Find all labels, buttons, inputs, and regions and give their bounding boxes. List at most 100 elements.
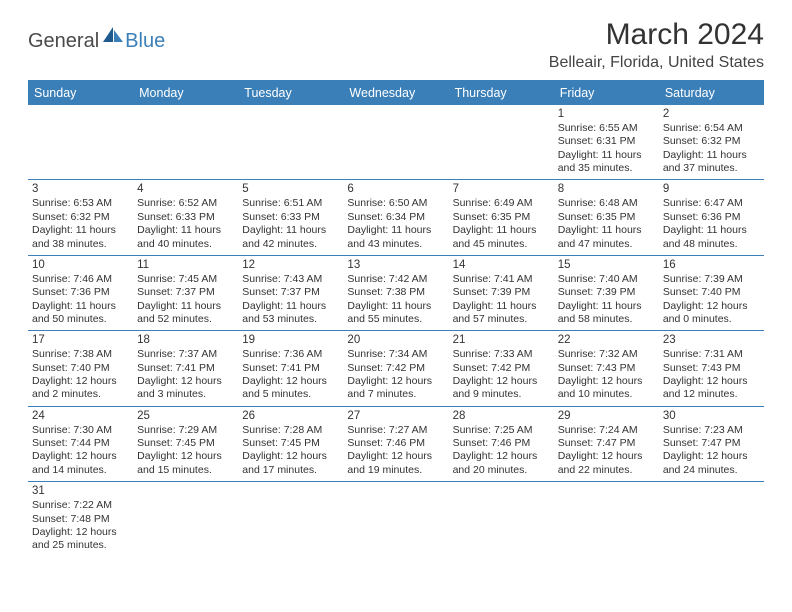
daylight-text: Daylight: 11 hours and 50 minutes. <box>32 300 129 327</box>
day-number: 29 <box>558 409 655 424</box>
calendar-day-cell: 21Sunrise: 7:33 AMSunset: 7:42 PMDayligh… <box>449 331 554 405</box>
daylight-text: Daylight: 12 hours and 14 minutes. <box>32 450 129 477</box>
calendar-day-cell: 6Sunrise: 6:50 AMSunset: 6:34 PMDaylight… <box>343 180 448 254</box>
sunrise-text: Sunrise: 6:49 AM <box>453 197 550 210</box>
sunset-text: Sunset: 6:33 PM <box>137 211 234 224</box>
day-number: 12 <box>242 258 339 273</box>
sunset-text: Sunset: 6:36 PM <box>663 211 760 224</box>
calendar-day-cell: 4Sunrise: 6:52 AMSunset: 6:33 PMDaylight… <box>133 180 238 254</box>
calendar-day-header: Wednesday <box>343 82 448 105</box>
sunset-text: Sunset: 7:46 PM <box>453 437 550 450</box>
day-number: 16 <box>663 258 760 273</box>
sunrise-text: Sunrise: 7:27 AM <box>347 424 444 437</box>
sunset-text: Sunset: 6:31 PM <box>558 135 655 148</box>
calendar-day-header: Friday <box>554 82 659 105</box>
daylight-text: Daylight: 11 hours and 53 minutes. <box>242 300 339 327</box>
daylight-text: Daylight: 12 hours and 22 minutes. <box>558 450 655 477</box>
sunset-text: Sunset: 7:38 PM <box>347 286 444 299</box>
sunset-text: Sunset: 7:45 PM <box>242 437 339 450</box>
calendar-day-cell: 23Sunrise: 7:31 AMSunset: 7:43 PMDayligh… <box>659 331 764 405</box>
sunrise-text: Sunrise: 7:41 AM <box>453 273 550 286</box>
sunrise-text: Sunrise: 7:39 AM <box>663 273 760 286</box>
sunset-text: Sunset: 7:36 PM <box>32 286 129 299</box>
sunrise-text: Sunrise: 6:55 AM <box>558 122 655 135</box>
daylight-text: Daylight: 12 hours and 19 minutes. <box>347 450 444 477</box>
sunrise-text: Sunrise: 7:29 AM <box>137 424 234 437</box>
calendar-body: 1Sunrise: 6:55 AMSunset: 6:31 PMDaylight… <box>28 105 764 557</box>
calendar-day-cell: 24Sunrise: 7:30 AMSunset: 7:44 PMDayligh… <box>28 407 133 481</box>
sunset-text: Sunset: 7:46 PM <box>347 437 444 450</box>
calendar-week-row: 3Sunrise: 6:53 AMSunset: 6:32 PMDaylight… <box>28 180 764 255</box>
calendar-day-cell: 14Sunrise: 7:41 AMSunset: 7:39 PMDayligh… <box>449 256 554 330</box>
sunrise-text: Sunrise: 7:34 AM <box>347 348 444 361</box>
sunrise-text: Sunrise: 6:53 AM <box>32 197 129 210</box>
title-block: March 2024 Belleair, Florida, United Sta… <box>549 18 764 72</box>
daylight-text: Daylight: 11 hours and 38 minutes. <box>32 224 129 251</box>
daylight-text: Daylight: 12 hours and 0 minutes. <box>663 300 760 327</box>
sunrise-text: Sunrise: 7:23 AM <box>663 424 760 437</box>
daylight-text: Daylight: 11 hours and 37 minutes. <box>663 149 760 176</box>
calendar-day-cell: 2Sunrise: 6:54 AMSunset: 6:32 PMDaylight… <box>659 105 764 179</box>
daylight-text: Daylight: 12 hours and 12 minutes. <box>663 375 760 402</box>
brand-logo: General Blue <box>28 18 165 53</box>
daylight-text: Daylight: 11 hours and 55 minutes. <box>347 300 444 327</box>
daylight-text: Daylight: 12 hours and 10 minutes. <box>558 375 655 402</box>
sunrise-text: Sunrise: 7:45 AM <box>137 273 234 286</box>
day-number: 21 <box>453 333 550 348</box>
calendar-day-cell <box>238 482 343 556</box>
day-number: 4 <box>137 182 234 197</box>
sunset-text: Sunset: 7:41 PM <box>137 362 234 375</box>
sunrise-text: Sunrise: 6:47 AM <box>663 197 760 210</box>
daylight-text: Daylight: 12 hours and 17 minutes. <box>242 450 339 477</box>
calendar-day-header: Tuesday <box>238 82 343 105</box>
sunrise-text: Sunrise: 7:43 AM <box>242 273 339 286</box>
daylight-text: Daylight: 11 hours and 43 minutes. <box>347 224 444 251</box>
calendar-day-cell <box>343 105 448 179</box>
sunrise-text: Sunrise: 6:48 AM <box>558 197 655 210</box>
day-number: 2 <box>663 107 760 122</box>
calendar-day-cell <box>449 105 554 179</box>
day-number: 6 <box>347 182 444 197</box>
sunset-text: Sunset: 7:42 PM <box>453 362 550 375</box>
calendar-day-cell: 9Sunrise: 6:47 AMSunset: 6:36 PMDaylight… <box>659 180 764 254</box>
sunset-text: Sunset: 6:33 PM <box>242 211 339 224</box>
day-number: 8 <box>558 182 655 197</box>
sunset-text: Sunset: 6:32 PM <box>32 211 129 224</box>
day-number: 27 <box>347 409 444 424</box>
sunrise-text: Sunrise: 6:54 AM <box>663 122 760 135</box>
day-number: 22 <box>558 333 655 348</box>
daylight-text: Daylight: 12 hours and 7 minutes. <box>347 375 444 402</box>
daylight-text: Daylight: 12 hours and 3 minutes. <box>137 375 234 402</box>
daylight-text: Daylight: 12 hours and 2 minutes. <box>32 375 129 402</box>
sunrise-text: Sunrise: 6:50 AM <box>347 197 444 210</box>
calendar-day-cell <box>133 105 238 179</box>
day-number: 31 <box>32 484 129 499</box>
sunrise-text: Sunrise: 7:25 AM <box>453 424 550 437</box>
calendar-day-cell: 5Sunrise: 6:51 AMSunset: 6:33 PMDaylight… <box>238 180 343 254</box>
sunset-text: Sunset: 6:35 PM <box>558 211 655 224</box>
day-number: 19 <box>242 333 339 348</box>
day-number: 13 <box>347 258 444 273</box>
calendar-week-row: 1Sunrise: 6:55 AMSunset: 6:31 PMDaylight… <box>28 105 764 180</box>
sunrise-text: Sunrise: 7:32 AM <box>558 348 655 361</box>
calendar-day-cell: 26Sunrise: 7:28 AMSunset: 7:45 PMDayligh… <box>238 407 343 481</box>
sunset-text: Sunset: 6:34 PM <box>347 211 444 224</box>
calendar-day-cell: 30Sunrise: 7:23 AMSunset: 7:47 PMDayligh… <box>659 407 764 481</box>
sunrise-text: Sunrise: 6:52 AM <box>137 197 234 210</box>
calendar-day-cell: 7Sunrise: 6:49 AMSunset: 6:35 PMDaylight… <box>449 180 554 254</box>
sunset-text: Sunset: 7:37 PM <box>137 286 234 299</box>
sunrise-text: Sunrise: 6:51 AM <box>242 197 339 210</box>
calendar-day-cell: 22Sunrise: 7:32 AMSunset: 7:43 PMDayligh… <box>554 331 659 405</box>
day-number: 9 <box>663 182 760 197</box>
calendar-day-cell: 28Sunrise: 7:25 AMSunset: 7:46 PMDayligh… <box>449 407 554 481</box>
sunset-text: Sunset: 7:41 PM <box>242 362 339 375</box>
location-text: Belleair, Florida, United States <box>549 54 764 72</box>
daylight-text: Daylight: 12 hours and 20 minutes. <box>453 450 550 477</box>
sunset-text: Sunset: 7:48 PM <box>32 513 129 526</box>
calendar-week-row: 24Sunrise: 7:30 AMSunset: 7:44 PMDayligh… <box>28 407 764 482</box>
logo-text-general: General <box>28 30 99 53</box>
calendar-day-cell: 29Sunrise: 7:24 AMSunset: 7:47 PMDayligh… <box>554 407 659 481</box>
calendar-day-cell <box>343 482 448 556</box>
calendar-day-header: Saturday <box>659 82 764 105</box>
calendar-page: General Blue March 2024 Belleair, Florid… <box>0 0 792 575</box>
